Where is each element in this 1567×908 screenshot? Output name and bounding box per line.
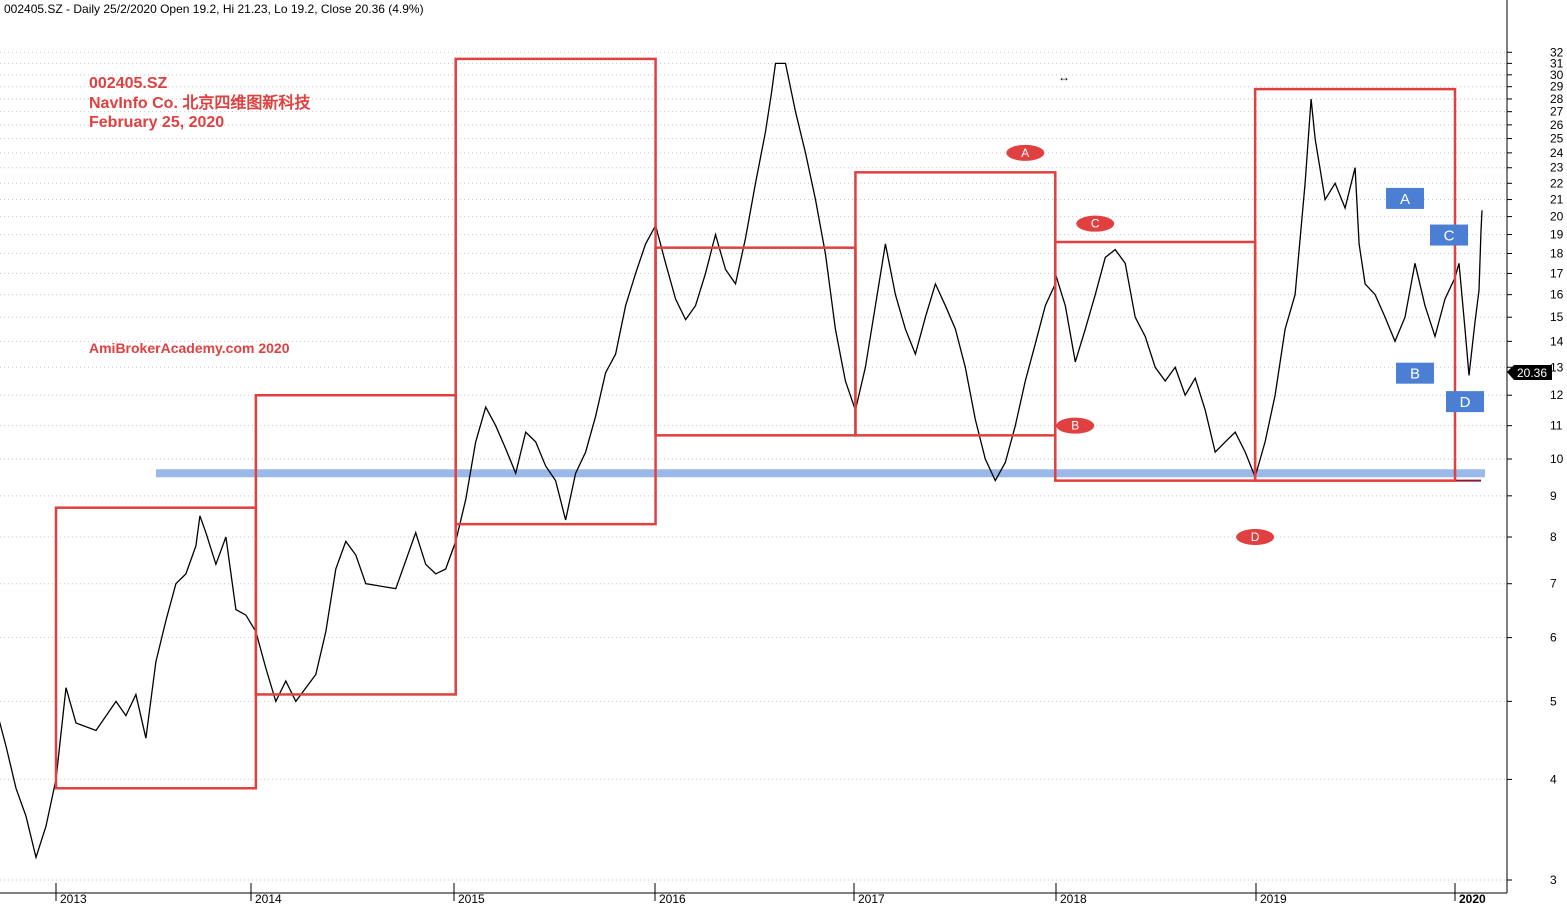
y-tick-label-18: 18 (1550, 246, 1564, 260)
y-tick-label-21: 21 (1550, 193, 1564, 207)
x-tick-label-2013: 2013 (60, 892, 87, 906)
y-tick-label-20: 20 (1550, 210, 1564, 224)
red-label-b: B (1056, 417, 1095, 434)
last-price-tag: 20.36 (1507, 365, 1552, 380)
red-ellipse-a (1006, 144, 1045, 161)
watermark: AmiBrokerAcademy.com 2020 (89, 340, 290, 356)
price-line-recent (1054, 98, 1483, 479)
y-tick-label-15: 15 (1550, 310, 1564, 324)
red-label-text-d: D (1251, 530, 1260, 544)
point-labels: A C B D A C B D (1006, 144, 1484, 546)
price-series (0, 62, 1483, 860)
blue-box-d (1445, 391, 1484, 413)
blue-label-a: A (1386, 187, 1425, 209)
y-tick-label-31: 31 (1550, 56, 1564, 70)
y-tick-label-11: 11 (1550, 419, 1563, 433)
y-tick-label-14: 14 (1550, 334, 1564, 348)
blue-label-text-c: C (1444, 228, 1455, 245)
y-axis-ticks: 3456789101112131415161718192021222324252… (1507, 45, 1564, 887)
x-tick-label-2016: 2016 (659, 892, 686, 906)
x-tick-label-2014: 2014 (255, 892, 282, 906)
red-label-d: D (1236, 529, 1275, 546)
y-tick-label-9: 9 (1550, 489, 1557, 503)
y-tick-label-4: 4 (1550, 772, 1557, 786)
y-tick-label-29: 29 (1550, 80, 1564, 94)
x-tick-label-2015: 2015 (458, 892, 485, 906)
y-tick-label-27: 27 (1550, 105, 1564, 119)
y-tick-label-17: 17 (1550, 266, 1564, 280)
annotation-date: February 25, 2020 (89, 114, 224, 131)
y-tick-label-26: 26 (1550, 118, 1564, 132)
x-tick-label-2020: 2020 (1459, 892, 1486, 906)
red-label-c: C (1076, 215, 1115, 232)
y-tick-label-23: 23 (1550, 161, 1564, 175)
blue-box-b (1396, 362, 1435, 384)
red-label-text-a: A (1021, 146, 1029, 160)
y-tick-label-22: 22 (1550, 176, 1564, 190)
blue-label-text-b: B (1410, 366, 1420, 383)
y-tick-label-6: 6 (1550, 631, 1557, 645)
annotation-company: NavInfo Co. 北京四维图新科技 (89, 93, 311, 112)
y-tick-label-30: 30 (1550, 68, 1564, 82)
blue-label-text-d: D (1460, 394, 1471, 411)
y-tick-label-10: 10 (1550, 452, 1564, 466)
red-label-text-c: C (1091, 217, 1100, 231)
range-box-7 (1253, 87, 1457, 482)
y-tick-label-32: 32 (1550, 45, 1564, 59)
y-tick-label-12: 12 (1550, 388, 1564, 402)
y-tick-label-3: 3 (1550, 873, 1557, 887)
price-line (0, 62, 1056, 860)
red-ellipse-d (1236, 529, 1275, 546)
x-axis-ticks: 2013 2014 2015 2016 2017 2018 2019 2020 (55, 883, 1486, 906)
y-tick-label-24: 24 (1550, 146, 1564, 160)
y-tick-label-13: 13 (1550, 360, 1564, 374)
x-tick-label-2018: 2018 (1060, 892, 1087, 906)
red-ellipse-c (1076, 215, 1115, 232)
x-tick-label-2019: 2019 (1260, 892, 1287, 906)
range-box-2 (254, 393, 457, 696)
x-tick-label-2017: 2017 (858, 892, 885, 906)
y-tick-label-28: 28 (1550, 92, 1564, 106)
last-price-value: 20.36 (1517, 366, 1547, 380)
y-tick-label-5: 5 (1550, 694, 1557, 708)
cursor-icon: ↔ (1058, 70, 1070, 84)
red-label-a: A (1006, 144, 1045, 161)
y-tick-label-25: 25 (1550, 132, 1564, 146)
blue-label-b: B (1396, 362, 1435, 384)
blue-box-a (1386, 187, 1425, 209)
y-tick-label-16: 16 (1550, 288, 1564, 302)
blue-label-d: D (1445, 391, 1484, 413)
y-tick-label-7: 7 (1550, 577, 1557, 591)
annotation-ticker: 002405.SZ (89, 75, 168, 92)
red-ellipse-b (1056, 417, 1095, 434)
red-label-text-b: B (1071, 419, 1079, 433)
y-tick-label-19: 19 (1550, 228, 1564, 242)
chart-header: 002405.SZ - Daily 25/2/2020 Open 19.2, H… (4, 2, 424, 16)
range-boxes (54, 57, 1457, 790)
support-line (155, 469, 1485, 478)
blue-label-text-a: A (1400, 191, 1410, 208)
y-tick-label-8: 8 (1550, 530, 1557, 544)
blue-box-c (1430, 224, 1469, 246)
blue-label-c: C (1430, 224, 1469, 246)
